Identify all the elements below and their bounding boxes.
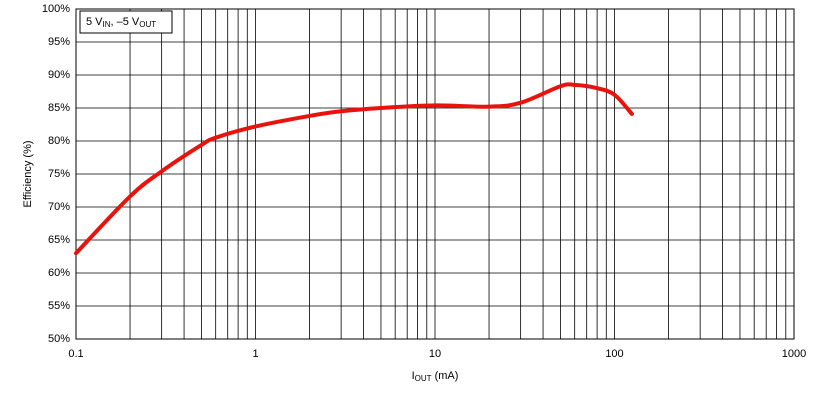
marks [74,82,634,256]
y-tick-label: 75% [48,168,70,180]
x-tick-label: 0.1 [68,348,83,360]
y-tick-label: 100% [42,3,70,15]
y-tick-label: 65% [48,234,70,246]
annotation-box [79,10,173,34]
y-axis-label: Efficiency (%) [22,140,34,207]
y-tick-label: 90% [48,69,70,81]
y-tick-label: 60% [48,267,70,279]
x-axis-label: IOUT (mA) [412,370,459,383]
annotation-sub: IN [103,20,111,29]
x-tick-label: 100 [605,348,623,360]
x-tick-label: 1000 [782,348,806,360]
y-tick-label: 50% [48,333,70,345]
x-tick-label: 10 [429,348,441,360]
annotation-part: , –5 V [111,16,140,28]
annotation-sub: OUT [139,20,156,29]
annotation-part: 5 V [86,16,103,28]
y-tick-label: 95% [48,36,70,48]
y-tick-label: 70% [48,201,70,213]
y-tick-label: 55% [48,300,70,312]
x-label-part: I [412,370,415,382]
annotation: 5 VIN, –5 VOUT [86,16,156,29]
x-tick-label: 1 [252,348,258,360]
grid [75,8,795,340]
x-label-part: (mA) [432,370,459,382]
efficiency-line [74,82,634,256]
x-label-sub: OUT [415,374,432,383]
y-tick-label: 80% [48,135,70,147]
y-tick-label: 85% [48,102,70,114]
